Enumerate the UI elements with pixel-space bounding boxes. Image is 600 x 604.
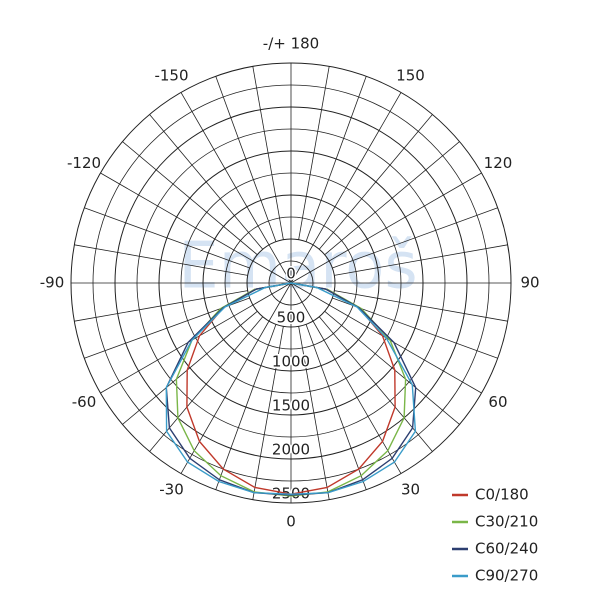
r-tick-label: 2000 <box>272 441 310 459</box>
angle-tick-label: -/+ 180 <box>263 35 319 53</box>
grid-ring <box>158 150 424 416</box>
r-tick-label: 1500 <box>272 397 310 415</box>
angle-tick-label: -150 <box>154 67 188 85</box>
angle-tick-label: 90 <box>520 274 539 292</box>
spoke <box>100 282 292 394</box>
series-line <box>165 282 417 496</box>
angle-tick-label: 120 <box>484 154 513 172</box>
angle-tick-label: -30 <box>159 480 184 498</box>
legend-label: C60/240 <box>475 540 538 558</box>
legend-label: C0/180 <box>475 486 529 504</box>
r-tick-label: 1000 <box>272 353 310 371</box>
spoke <box>180 92 292 284</box>
angle-tick-label: -60 <box>72 393 97 411</box>
legend-label: C90/270 <box>475 567 538 585</box>
angle-tick-label: 0 <box>286 513 296 531</box>
grid-ring <box>70 62 512 504</box>
grid-ring <box>246 238 336 328</box>
r-tick-label: 500 <box>277 309 306 327</box>
spoke <box>290 92 402 284</box>
series-line <box>165 282 417 495</box>
spoke <box>290 172 482 284</box>
spoke <box>100 172 292 284</box>
angle-tick-label: -90 <box>40 274 65 292</box>
grid-ring <box>202 194 380 372</box>
legend-label: C30/210 <box>475 513 538 531</box>
r-tick-label: 0 <box>286 265 296 283</box>
angle-tick-label: 150 <box>396 67 425 85</box>
angle-tick-label: 30 <box>401 480 420 498</box>
angle-tick-label: -120 <box>67 154 101 172</box>
grid-ring <box>114 106 468 460</box>
angle-tick-label: 60 <box>488 393 507 411</box>
